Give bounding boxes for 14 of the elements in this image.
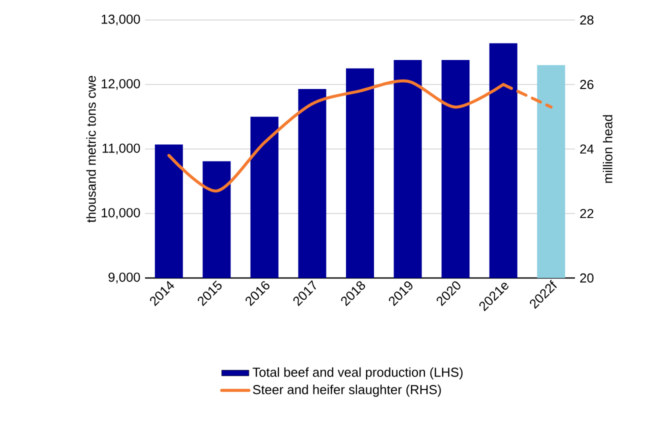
y-tick-label: 10,000	[102, 208, 140, 219]
y-tick-label: 9,000	[108, 272, 140, 284]
y-tick-label: 12,000	[102, 79, 140, 90]
legend-label: Steer and heifer slaughter (RHS)	[253, 384, 441, 397]
y2-axis-title: million head	[602, 115, 612, 183]
y2-tick-label: 24	[580, 144, 594, 154]
y-tick-label: 13,000	[102, 14, 140, 26]
y2-tick-label: 28	[580, 15, 594, 25]
y2-tick-label: 26	[580, 80, 594, 90]
y2-tick-label: 22	[580, 208, 594, 218]
y2-tick-label: 20	[580, 273, 594, 283]
y-axis-title: thousand metric tons cwe	[86, 76, 96, 222]
legend-label: Total beef and veal production (LHS)	[252, 367, 463, 380]
y-tick-label: 11,000	[102, 144, 140, 154]
